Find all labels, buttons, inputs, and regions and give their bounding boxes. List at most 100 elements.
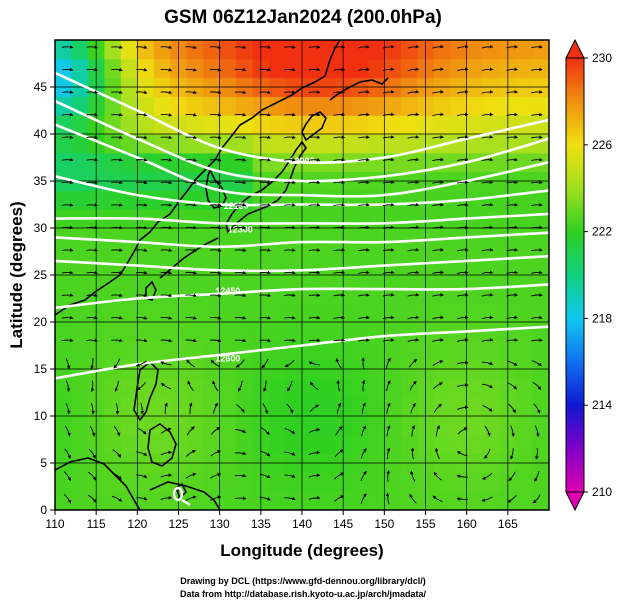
wind-arrow [510,425,516,437]
wind-arrow [234,338,247,343]
wind-arrow [284,315,296,320]
x-tick-label: 145 [333,517,353,531]
field-cell [367,96,385,116]
field-cell [236,58,254,79]
wind-arrow [113,425,121,437]
wind-arrow [210,427,221,435]
height-contour-line [55,283,549,310]
wind-arrow [284,496,296,501]
field-cell [384,303,402,323]
wind-arrow [187,380,194,392]
wind-arrow [286,380,293,392]
wind-arrow [432,270,444,275]
field-cell [351,228,369,248]
field-cell [236,246,254,267]
wind-arrow [409,493,417,504]
wind-arrow [111,45,123,49]
wind-arrow [284,225,296,230]
wind-arrow [160,67,173,72]
field-cell [104,303,122,323]
wind-arrow [112,449,122,458]
wind-arrow [481,225,494,229]
field-cell [384,340,402,361]
field-cell [104,416,122,436]
wind-arrow [209,135,222,139]
field-cell [466,96,484,116]
wind-arrow [336,402,342,414]
wind-arrow [86,180,99,184]
field-cell [153,378,171,398]
field-cell [367,115,385,135]
wind-arrow [456,247,469,252]
wind-arrow [531,293,543,297]
wind-arrow [333,315,346,320]
wind-arrow [234,158,247,162]
wind-arrow [456,202,469,207]
field-cell [318,115,336,135]
field-cell [351,397,369,417]
field-cell [120,434,138,455]
colorbar-ticks: 230 226 222 218 214 210 [584,51,612,499]
wind-arrow [86,270,99,275]
wind-arrow [335,426,343,436]
field-cell [318,340,336,361]
field-cell [120,397,138,417]
wind-arrow [432,44,444,49]
field-cell [351,416,369,436]
wind-arrow [308,315,321,320]
wind-arrow [456,292,469,297]
wind-arrow [284,203,296,207]
wind-arrow [481,473,493,480]
wind-arrow [185,158,197,162]
field-cell [351,152,369,173]
credit-data: Data from http://database.rish.kyoto-u.a… [180,589,427,599]
wind-arrow [358,112,370,117]
field-cell [186,96,204,116]
wind-arrow [61,338,74,342]
wind-arrow [234,180,247,185]
wind-arrow [456,474,469,479]
wind-arrow [481,180,494,184]
wind-arrow [382,89,395,94]
field-cell [55,284,73,304]
field-cell [203,96,221,116]
field-cell [400,209,418,229]
field-cell [269,40,287,60]
wind-arrow [64,448,71,459]
field-cell [203,416,221,436]
wind-arrow [432,135,444,139]
field-cell [137,434,155,455]
field-cell [466,491,484,510]
field-cell [285,134,303,154]
field-cell [302,472,320,492]
field-cell [153,340,171,361]
field-cell [153,322,171,342]
field-cell [55,58,73,79]
wind-arrow [358,247,370,252]
wind-arrow [262,403,269,415]
wind-arrow [432,157,444,162]
field-cell [302,491,320,510]
field-cell [367,40,385,60]
field-cell [55,472,73,492]
field-cell [351,190,369,210]
wind-arrow [188,402,193,414]
field-cell [236,96,254,116]
x-tick-label: 115 [87,517,106,531]
field-cell [219,96,237,116]
field-cell [351,58,369,79]
wind-arrow [213,402,218,414]
wind-arrow [284,248,296,252]
wind-arrow [135,90,148,94]
field-cell [466,416,484,436]
wind-arrow [407,180,420,184]
wind-arrow [86,203,99,207]
field-cell [104,397,122,417]
field-cell [285,434,303,455]
field-cell [302,322,320,342]
wind-arrow [234,270,247,275]
field-cell [269,134,287,154]
field-cell [153,284,171,304]
wind-arrow [481,361,494,365]
field-cell [433,284,451,304]
